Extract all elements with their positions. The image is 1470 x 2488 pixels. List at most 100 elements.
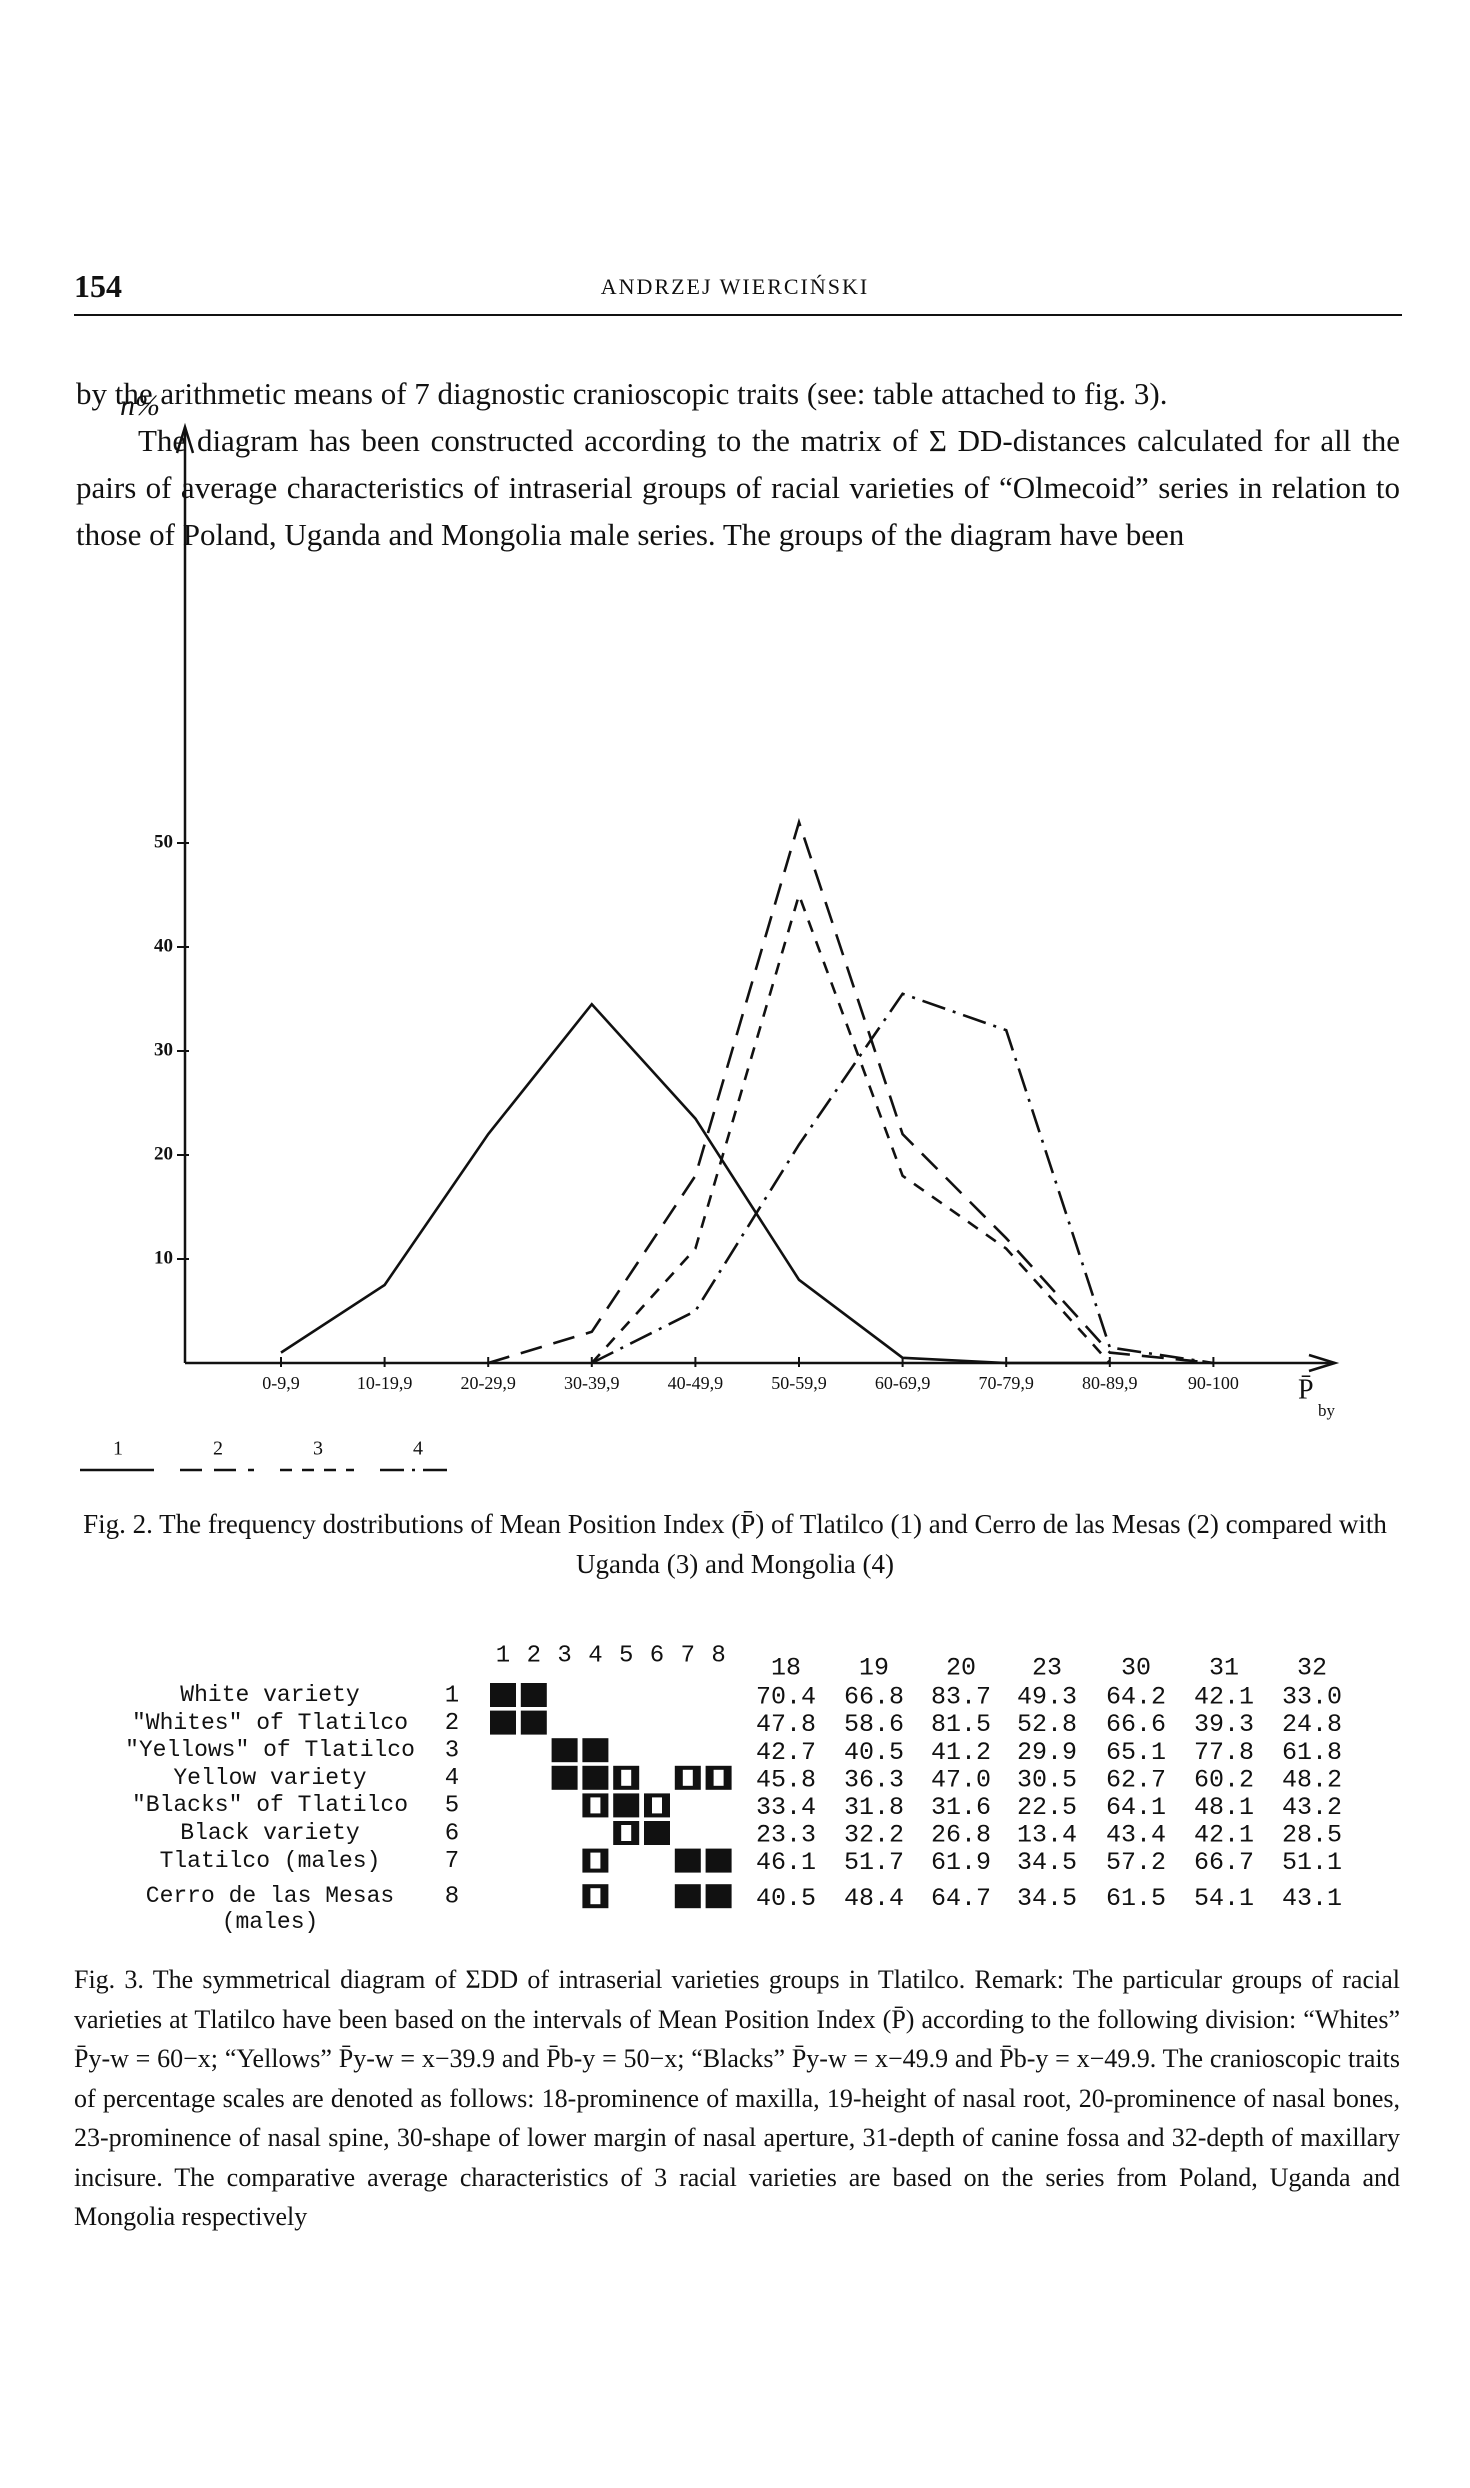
square-hole	[590, 1852, 601, 1869]
trait-header: 19	[859, 1654, 889, 1683]
table-value: 43.2	[1282, 1793, 1342, 1822]
square-hole	[682, 1769, 693, 1786]
table-value: 54.1	[1194, 1884, 1254, 1913]
table-value: 64.1	[1106, 1793, 1166, 1822]
table-value: 65.1	[1106, 1738, 1166, 1767]
data-line	[487, 817, 1214, 1365]
trait-header: 18	[771, 1654, 801, 1683]
running-header: ANDRZEJ WIERCIŃSKI	[600, 274, 870, 299]
column-number: 7	[681, 1642, 695, 1669]
x-axis-label-sub: by	[1318, 1401, 1336, 1420]
y-tick-label: 40	[154, 935, 173, 956]
x-tick-label: 80-89,9	[1082, 1373, 1138, 1393]
header-rule	[74, 314, 1402, 316]
trait-header: 32	[1297, 1654, 1327, 1683]
page-number: 154	[74, 268, 122, 304]
table-value: 46.1	[756, 1848, 816, 1877]
row-index: 5	[445, 1793, 459, 1820]
filled-square	[674, 1848, 701, 1873]
table-value: 51.7	[844, 1848, 904, 1877]
table-value: 22.5	[1017, 1793, 1077, 1822]
trait-header: 23	[1032, 1654, 1062, 1683]
table-value: 24.8	[1282, 1710, 1342, 1739]
column-number: 8	[711, 1642, 725, 1669]
table-value: 48.4	[844, 1884, 904, 1913]
filled-square	[582, 1765, 609, 1790]
table-value: 70.4	[756, 1683, 816, 1712]
x-axis-label: P̄	[1298, 1374, 1314, 1405]
paragraph: The diagram has been constructed accordi…	[76, 423, 1400, 552]
row-index: 2	[445, 1710, 459, 1737]
row-label: Cerro de las Mesas (males)	[145, 1883, 395, 1936]
row-index: 7	[445, 1848, 459, 1875]
table-value: 66.7	[1194, 1848, 1254, 1877]
table-value: 42.7	[756, 1738, 816, 1767]
table-value: 43.1	[1282, 1884, 1342, 1913]
table-value: 60.2	[1194, 1765, 1254, 1794]
column-number: 6	[650, 1642, 664, 1669]
data-line	[591, 992, 1214, 1365]
column-number: 2	[527, 1642, 541, 1669]
x-tick-label: 70-79,9	[978, 1373, 1034, 1393]
table-value: 48.2	[1282, 1765, 1342, 1794]
table-value: 43.4	[1106, 1821, 1166, 1850]
row-index: 6	[445, 1820, 459, 1847]
table-value: 77.8	[1194, 1738, 1254, 1767]
table-value: 64.2	[1106, 1683, 1166, 1712]
table-value: 39.3	[1194, 1710, 1254, 1739]
x-tick-label: 60-69,9	[875, 1373, 931, 1393]
table-value: 83.7	[931, 1683, 991, 1712]
table-value: 34.5	[1017, 1848, 1077, 1877]
filled-square	[490, 1710, 516, 1735]
square-hole	[621, 1825, 632, 1841]
square-hole	[590, 1797, 601, 1814]
table-value: 45.8	[756, 1765, 816, 1794]
y-tick-label: 10	[154, 1247, 173, 1268]
row-label: "Whites" of Tlatilco	[131, 1709, 409, 1736]
table-value: 40.5	[756, 1884, 816, 1913]
filled-square	[520, 1683, 547, 1707]
row-label: Yellow variety	[173, 1764, 367, 1791]
x-axis-arrow	[1308, 1353, 1340, 1373]
row-label: "Blacks" of Tlatilco	[131, 1792, 409, 1819]
filled-square	[490, 1683, 516, 1707]
body-text: by the arithmetic means of 7 diagnostic …	[76, 370, 1400, 558]
table-value: 23.3	[756, 1821, 816, 1850]
y-tick-label: 20	[154, 1143, 173, 1164]
square-hole	[621, 1769, 632, 1786]
filled-square	[644, 1821, 670, 1845]
y-axis-label: n%	[120, 389, 160, 422]
y-tick-label: 50	[154, 831, 173, 852]
data-line	[590, 890, 1111, 1364]
filled-square	[613, 1793, 640, 1818]
table-value: 47.8	[756, 1710, 816, 1739]
table-value: 33.4	[756, 1793, 816, 1822]
row-label: White variety	[180, 1682, 360, 1708]
trait-header: 31	[1209, 1654, 1239, 1683]
table-value: 47.0	[931, 1765, 991, 1794]
x-tick-label: 20-29,9	[460, 1373, 516, 1393]
square-hole	[652, 1797, 662, 1814]
table-value: 31.8	[844, 1793, 904, 1822]
x-tick-label: 30-39,9	[564, 1373, 620, 1393]
table-value: 81.5	[931, 1710, 991, 1739]
table-value: 31.6	[931, 1793, 991, 1822]
column-number: 5	[619, 1642, 633, 1669]
legend-label: 4	[413, 1438, 423, 1460]
data-line	[280, 1002, 1110, 1365]
table-value: 40.5	[844, 1738, 904, 1767]
y-tick-label: 30	[154, 1039, 173, 1060]
filled-square	[551, 1765, 578, 1790]
row-label: "Yellows" of Tlatilco	[125, 1737, 415, 1764]
table-value: 66.6	[1106, 1710, 1166, 1739]
filled-square	[705, 1884, 732, 1909]
table-value: 48.1	[1194, 1793, 1254, 1822]
trait-header: 20	[946, 1654, 976, 1683]
x-tick-label: 50-59,9	[771, 1373, 827, 1393]
filled-square	[551, 1738, 578, 1763]
column-number: 4	[588, 1642, 602, 1669]
table-value: 30.5	[1017, 1765, 1077, 1794]
table-value: 61.9	[931, 1848, 991, 1877]
paragraph: by the arithmetic means of 7 diagnostic …	[76, 376, 1168, 411]
